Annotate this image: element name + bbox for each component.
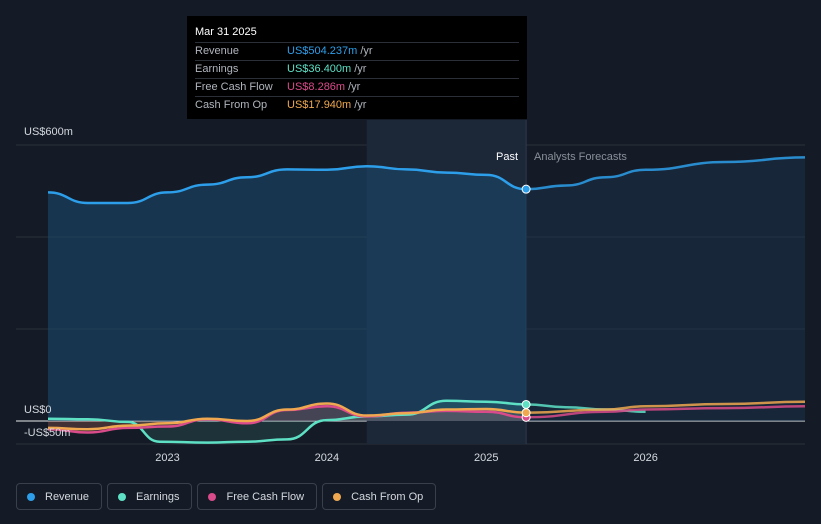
legend-dot-icon	[208, 492, 217, 501]
past-label: Past	[496, 151, 518, 163]
tooltip-value: US$36.400m	[287, 63, 352, 75]
revenue-marker	[521, 184, 531, 194]
series-areas	[48, 157, 805, 443]
tooltip-unit: /yr	[354, 63, 367, 75]
tooltip-unit: /yr	[354, 99, 367, 111]
tooltip-label: Revenue	[195, 45, 240, 57]
legend-label: Revenue	[45, 490, 90, 503]
revenue-line-past	[47, 164, 527, 205]
legend-item-earnings[interactable]: Earnings	[107, 483, 193, 510]
tooltip-value: US$17.940m	[287, 99, 352, 111]
legend-dot-icon	[118, 492, 127, 501]
tooltip-label: Free Cash Flow	[195, 81, 273, 93]
tooltip-row-free-cash-flow: Free Cash Flow US$8.286m /yr	[195, 78, 519, 96]
x-tick-label: 2025	[474, 452, 498, 464]
tooltip-row-revenue: Revenue US$504.237m /yr	[195, 42, 519, 60]
y-tick-label: -US$50m	[24, 427, 70, 439]
y-tick-label: US$0	[24, 404, 52, 416]
legend: Revenue Earnings Free Cash Flow Cash Fro…	[16, 483, 437, 510]
tooltip-row-earnings: Earnings US$36.400m /yr	[195, 60, 519, 78]
legend-label: Cash From Op	[351, 490, 424, 503]
tooltip-value: US$504.237m	[287, 45, 358, 57]
legend-dot-icon	[333, 492, 342, 501]
tooltip-markers	[521, 184, 531, 422]
free-cash-flow-line-forecast	[526, 405, 806, 419]
x-tick-label: 2026	[633, 452, 657, 464]
x-tick-label: 2024	[315, 452, 339, 464]
tooltip-row-cash-from-op: Cash From Op US$17.940m /yr	[195, 96, 519, 114]
cash-from-op-line-past	[47, 402, 527, 431]
earnings-marker	[521, 399, 531, 409]
axis-labels: US$600m US$0 -US$50m 2023 2024 2025 2026	[24, 126, 658, 464]
cash-from-op-marker	[521, 408, 531, 418]
legend-item-cash-from-op[interactable]: Cash From Op	[322, 483, 437, 510]
cash-from-op-line-forecast	[526, 400, 806, 414]
legend-item-revenue[interactable]: Revenue	[16, 483, 103, 510]
y-tick-label: US$600m	[24, 126, 73, 138]
tooltip-label: Cash From Op	[195, 99, 268, 111]
forecast-label: Analysts Forecasts	[534, 151, 627, 163]
legend-label: Free Cash Flow	[226, 490, 305, 503]
tooltip-unit: /yr	[360, 45, 373, 57]
revenue-area-forecast	[526, 157, 805, 421]
series-lines	[47, 156, 806, 444]
tooltip: Mar 31 2025 Revenue US$504.237m /yr Earn…	[187, 16, 527, 119]
tooltip-unit: /yr	[348, 81, 361, 93]
revenue-area-past	[48, 166, 527, 421]
legend-dot-icon	[27, 492, 35, 501]
tooltip-value: US$8.286m	[287, 81, 346, 93]
earnings-area	[48, 400, 527, 443]
tooltip-label: Earnings	[195, 63, 239, 75]
legend-item-free-cash-flow[interactable]: Free Cash Flow	[197, 483, 318, 510]
earnings-line-past	[47, 399, 527, 444]
revenue-line-forecast	[526, 156, 806, 191]
tooltip-date: Mar 31 2025	[195, 26, 257, 38]
x-tick-label: 2023	[155, 452, 179, 464]
legend-label: Earnings	[136, 490, 180, 503]
